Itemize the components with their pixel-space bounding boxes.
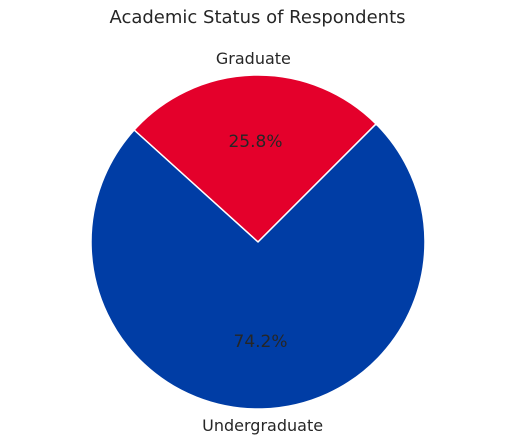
pie-pct-label-undergraduate: 74.2% [234,332,288,352]
pie-category-label-graduate: Graduate [216,49,291,68]
pie-slice-graduate [133,74,377,243]
pie-category-label-undergraduate: Undergraduate [202,416,323,435]
pie-slice-undergraduate [90,123,426,410]
pie-pct-label-graduate: 25.8% [228,132,282,152]
chart-title: Academic Status of Respondents [109,7,406,28]
